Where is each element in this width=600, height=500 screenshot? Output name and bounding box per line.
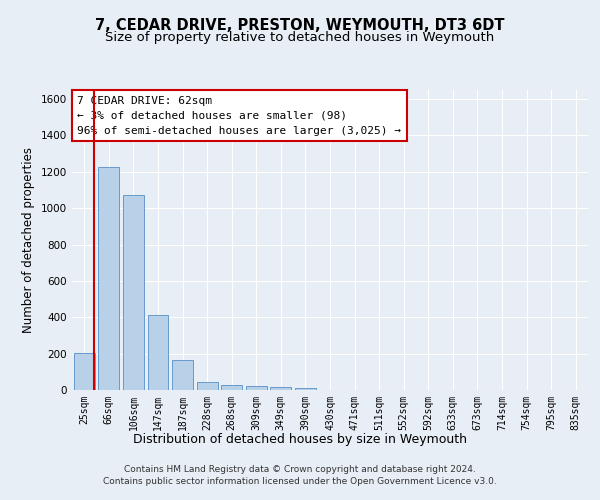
Bar xyxy=(221,385,242,390)
Bar xyxy=(271,388,292,390)
Bar xyxy=(197,382,218,390)
Bar xyxy=(123,194,144,390)
Text: 7, CEDAR DRIVE, PRESTON, WEYMOUTH, DT3 6DT: 7, CEDAR DRIVE, PRESTON, WEYMOUTH, DT3 6… xyxy=(95,18,505,32)
Bar xyxy=(148,316,169,390)
Text: 7 CEDAR DRIVE: 62sqm
← 3% of detached houses are smaller (98)
96% of semi-detach: 7 CEDAR DRIVE: 62sqm ← 3% of detached ho… xyxy=(77,96,401,136)
Bar xyxy=(172,360,193,390)
Bar xyxy=(74,352,95,390)
Text: Contains HM Land Registry data © Crown copyright and database right 2024.: Contains HM Land Registry data © Crown c… xyxy=(124,465,476,474)
Bar xyxy=(295,388,316,390)
Y-axis label: Number of detached properties: Number of detached properties xyxy=(22,147,35,333)
Bar xyxy=(98,168,119,390)
Text: Size of property relative to detached houses in Weymouth: Size of property relative to detached ho… xyxy=(106,32,494,44)
Bar xyxy=(246,386,267,390)
Text: Distribution of detached houses by size in Weymouth: Distribution of detached houses by size … xyxy=(133,432,467,446)
Text: Contains public sector information licensed under the Open Government Licence v3: Contains public sector information licen… xyxy=(103,478,497,486)
